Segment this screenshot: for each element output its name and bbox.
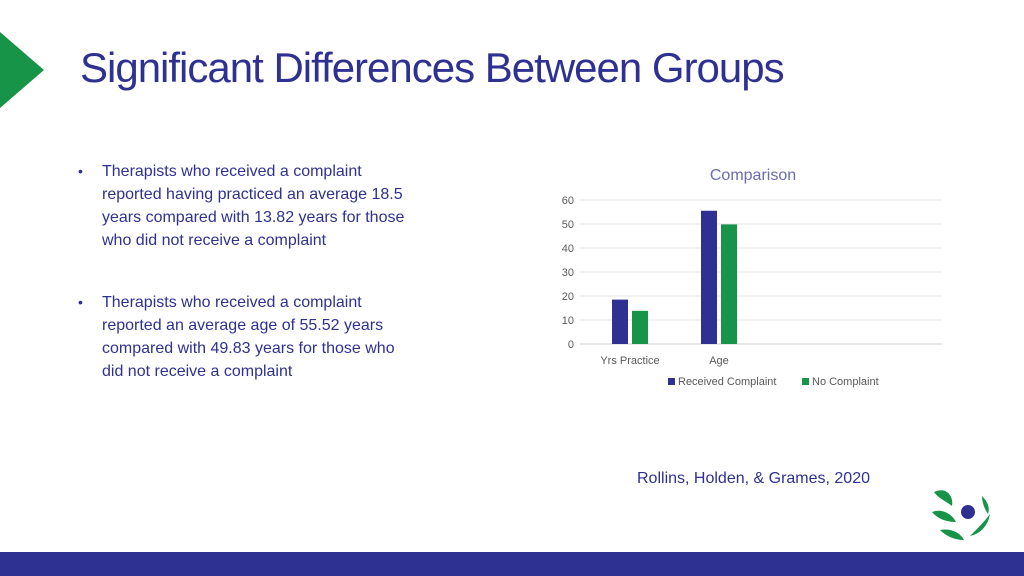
y-tick-label: 40 (562, 243, 574, 255)
bullet-dot-icon: • (78, 294, 83, 310)
footer-bar (0, 552, 1024, 576)
chart-title: Comparison (710, 167, 796, 184)
y-tick-label: 0 (568, 339, 574, 351)
bullet-item-years-practice: • Therapists who received a complaint re… (76, 160, 416, 252)
bar (721, 224, 737, 344)
legend-swatch (802, 378, 809, 385)
bar (632, 310, 648, 344)
y-tick-label: 50 (562, 219, 574, 231)
citation: Rollins, Holden, & Grames, 2020 (637, 470, 870, 487)
green-triangle-icon (0, 32, 44, 108)
y-tick-label: 60 (562, 195, 574, 207)
bullet-dot-icon: • (78, 163, 83, 179)
y-tick-label: 30 (562, 267, 574, 279)
bullet-text: Therapists who received a complaint repo… (102, 294, 395, 380)
legend-swatch (668, 378, 675, 385)
y-tick-label: 10 (562, 315, 574, 327)
legend-label: No Complaint (812, 376, 879, 388)
bar (612, 299, 628, 344)
bar (701, 210, 717, 344)
bullet-item-age: • Therapists who received a complaint re… (76, 291, 416, 383)
comparison-chart: Comparison 0 10 20 30 40 50 60 Yrs Practice Age Re… (550, 160, 960, 410)
x-tick-label: Age (709, 355, 729, 367)
leaf-swirl-logo-icon (932, 490, 990, 540)
chart-canvas: Comparison 0 10 20 30 40 50 60 Yrs Practice Age Re… (562, 167, 942, 388)
slide-title: Significant Differences Between Groups (80, 44, 785, 91)
bullet-list: • Therapists who received a complaint re… (76, 160, 416, 383)
bullet-text: Therapists who received a complaint repo… (102, 163, 405, 249)
x-tick-label: Yrs Practice (600, 355, 659, 367)
legend-label: Received Complaint (678, 376, 776, 388)
y-tick-label: 20 (562, 291, 574, 303)
